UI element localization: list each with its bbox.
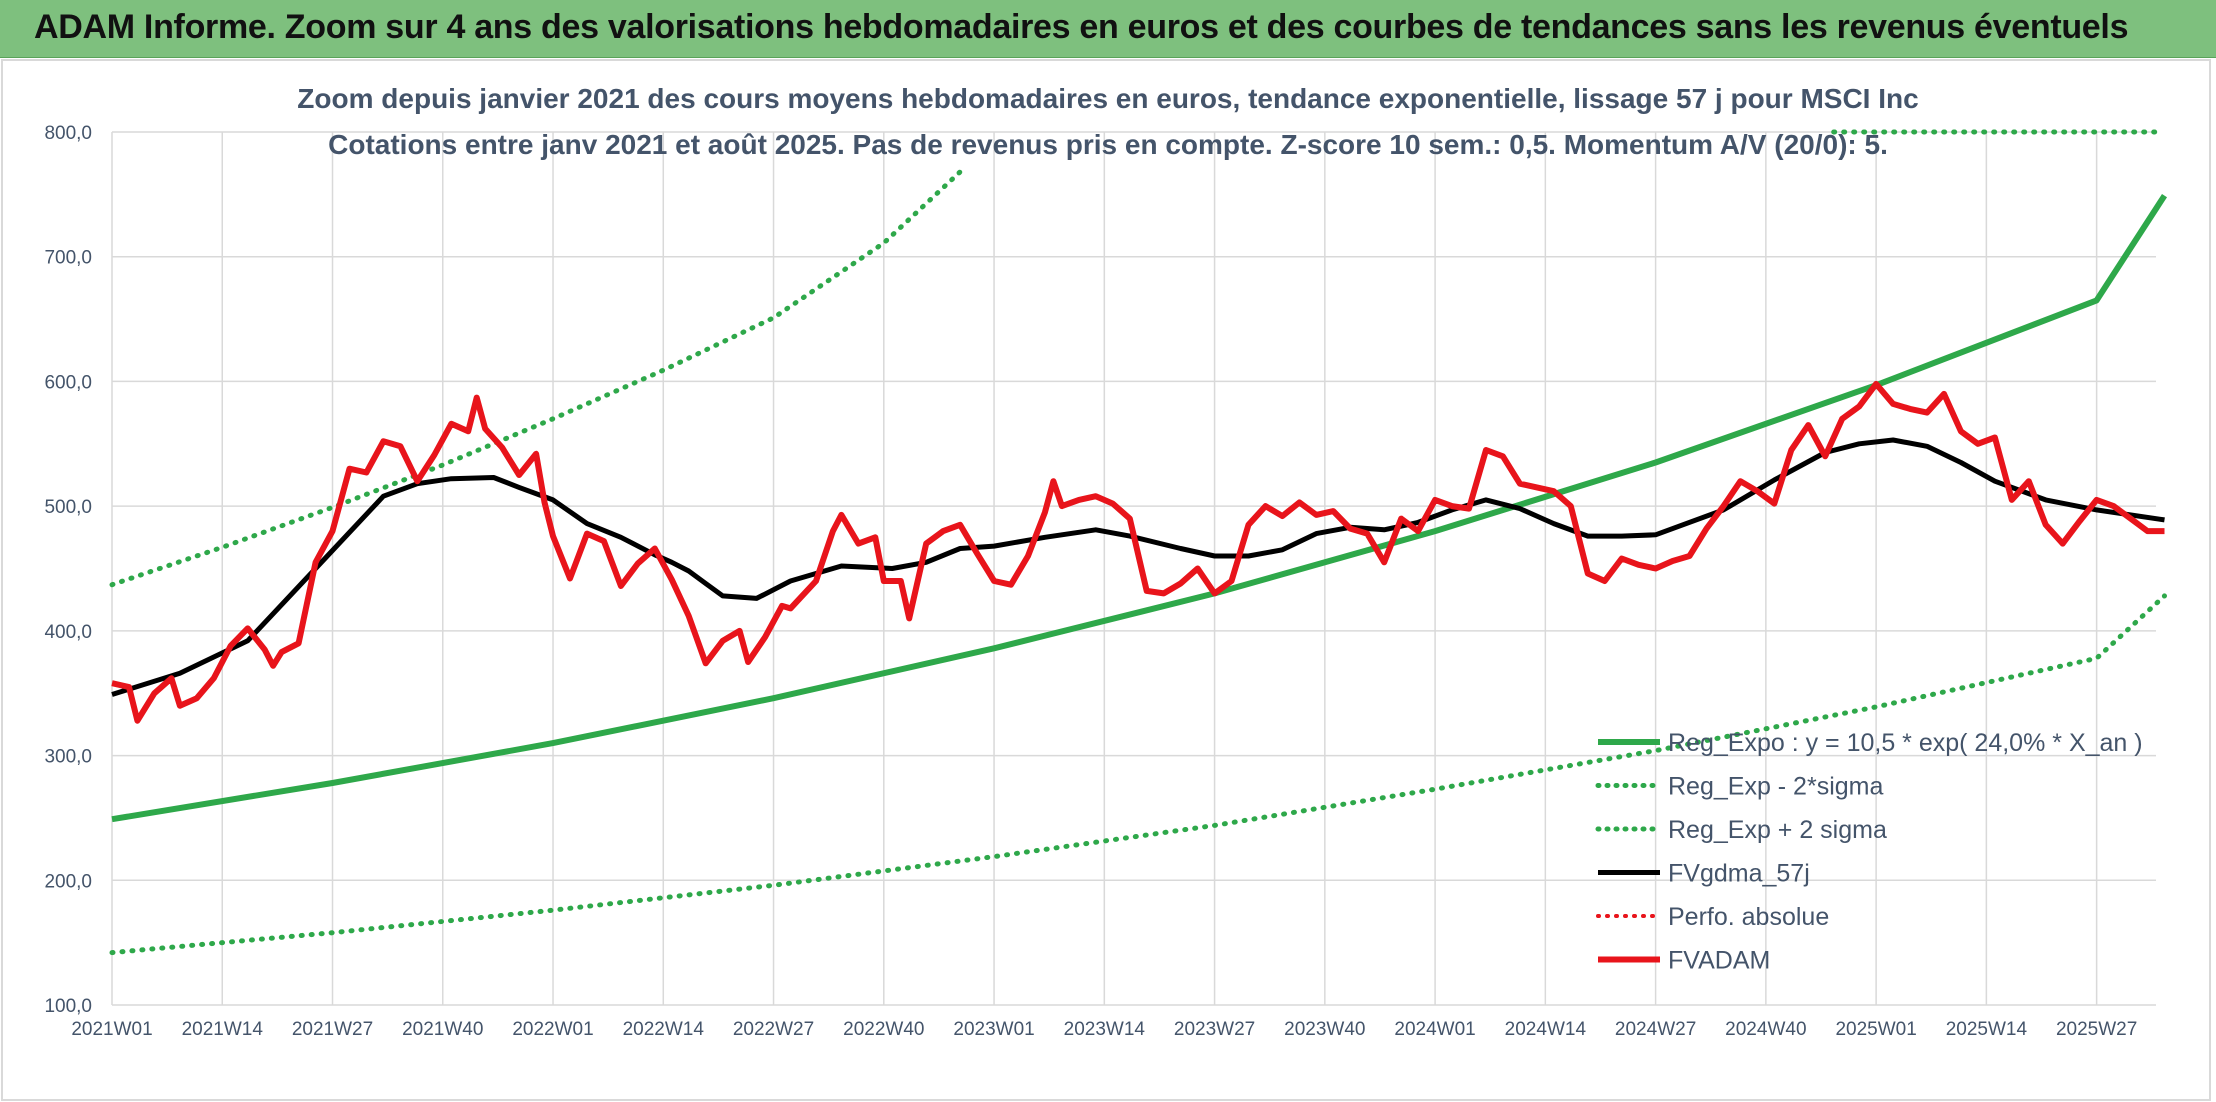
x-tick-label: 2025W27: [2056, 1019, 2137, 1040]
gridlines: [111, 131, 2156, 1006]
series-line-1: [109, 593, 2167, 956]
legend: Reg_Expo : y = 10,5 * exp( 24,0% * X_an …: [1595, 729, 2143, 975]
x-tick-label: 2025W01: [1835, 1019, 1916, 1040]
x-tick-label: 2023W27: [1174, 1019, 1255, 1040]
legend-label: FVgdma_57j: [1668, 860, 1810, 888]
x-tick-label: 2022W27: [733, 1019, 814, 1040]
y-tick-label: 200,0: [44, 871, 92, 892]
x-tick-label: 2024W27: [1615, 1019, 1696, 1040]
x-tick-label: 2022W01: [512, 1019, 593, 1040]
y-tick-label: 700,0: [44, 248, 92, 269]
y-tick-label: 400,0: [44, 622, 92, 643]
legend-label: Reg_Exp + 2 sigma: [1668, 816, 1887, 844]
y-tick-label: 100,0: [44, 996, 92, 1017]
x-tick-label: 2023W01: [953, 1019, 1034, 1040]
chart-border: [1, 59, 2211, 1101]
y-tick-label: 600,0: [44, 372, 92, 393]
x-tick-label: 2023W40: [1284, 1019, 1365, 1040]
title-banner: ADAM Informe. Zoom sur 4 ans des valoris…: [0, 0, 2216, 60]
series-line-5: [111, 380, 2165, 724]
x-tick-label: 2023W14: [1064, 1019, 1146, 1040]
chart: 800,0 700,0 600,0 500,0 400,0 300,0 200,0 100,0…: [0, 58, 2216, 1102]
x-tick-label: 2021W27: [292, 1019, 373, 1040]
chart-title: Zoom depuis janvier 2021 des cours moyen…: [297, 83, 1918, 114]
legend-label: FVADAM: [1668, 947, 1770, 975]
legend-label: Reg_Expo : y = 10,5 * exp( 24,0% * X_an …: [1668, 729, 2143, 757]
x-tick-label: 2025W14: [1946, 1019, 2028, 1040]
chart-subtitle: Cotations entre janv 2021 et août 2025. …: [328, 129, 1888, 160]
y-tick-label: 300,0: [44, 747, 92, 768]
y-tick-label: 800,0: [44, 123, 92, 144]
x-axis: 2021W01 2021W14 2021W27 2021W40 2022W01 2022W…: [71, 1019, 2137, 1040]
legend-label: Perfo. absolue: [1668, 903, 1829, 931]
x-tick-label: 2024W01: [1394, 1019, 1475, 1040]
x-tick-label: 2021W40: [402, 1019, 483, 1040]
x-tick-label: 2022W14: [623, 1019, 705, 1040]
series-layer: [109, 129, 2168, 956]
legend-label: Reg_Exp - 2*sigma: [1668, 773, 1883, 801]
x-tick-label: 2024W40: [1725, 1019, 1806, 1040]
page-title: ADAM Informe. Zoom sur 4 ans des valoris…: [34, 8, 2129, 46]
y-tick-label: 500,0: [44, 497, 92, 518]
x-tick-label: 2021W01: [71, 1019, 152, 1040]
x-tick-label: 2021W14: [182, 1019, 264, 1040]
x-tick-label: 2024W14: [1505, 1019, 1587, 1040]
x-tick-label: 2022W40: [843, 1019, 924, 1040]
y-axis: 800,0 700,0 600,0 500,0 400,0 300,0 200,0 100,0: [44, 123, 92, 1017]
series-line-2: [109, 169, 963, 588]
